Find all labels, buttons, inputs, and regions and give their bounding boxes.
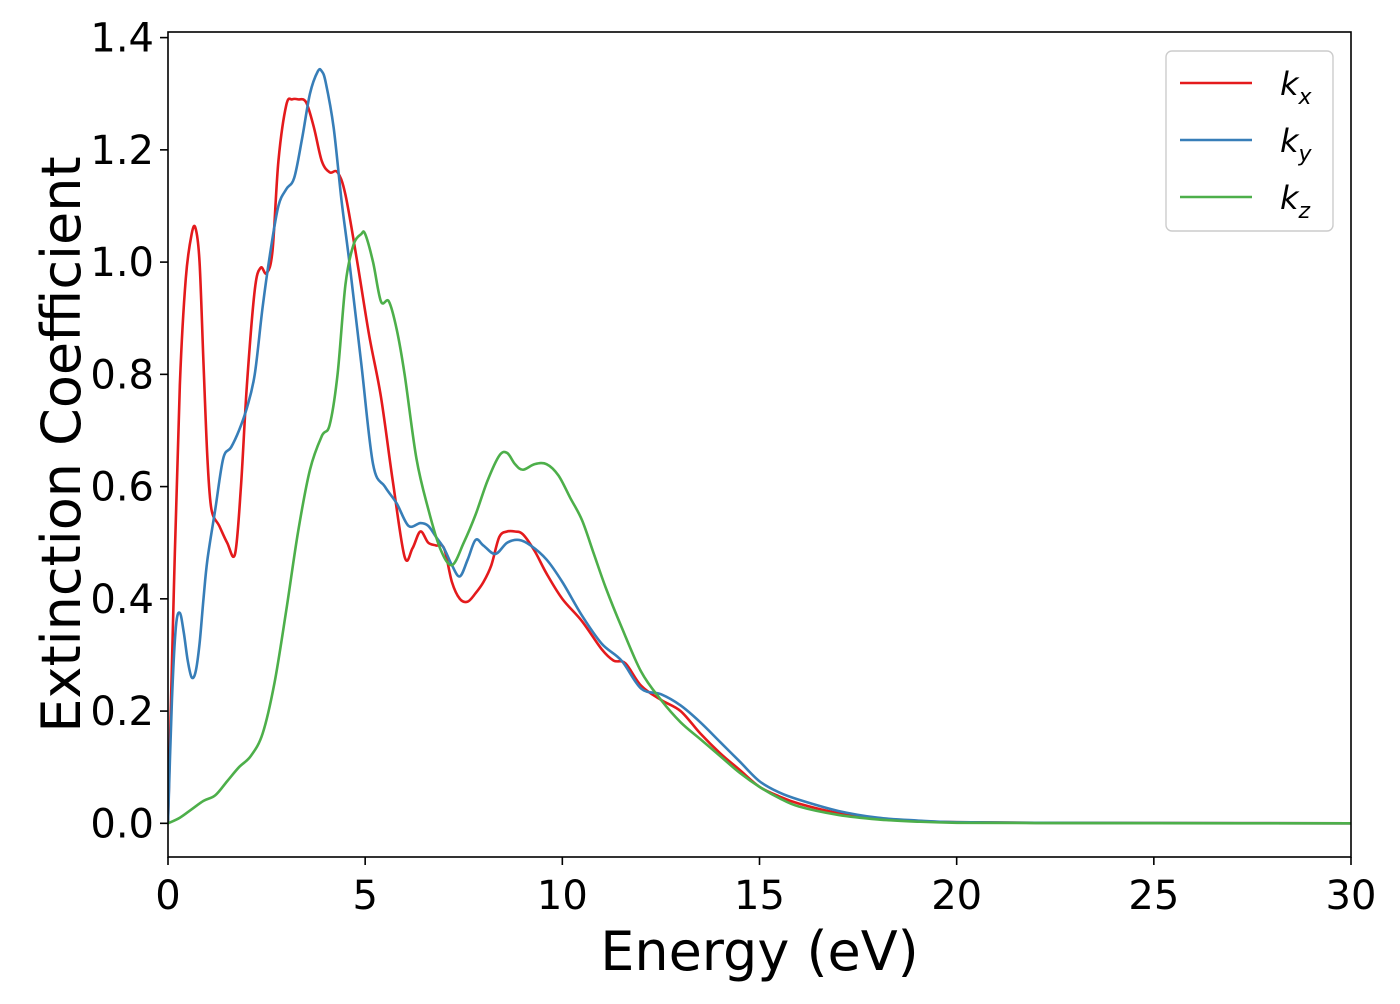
y-axis-label: Extinction Coefficient (30, 156, 93, 732)
x-tick-label: 30 (1326, 873, 1377, 919)
series-line-k-y (168, 67, 1351, 825)
y-tick-label: 0.2 (90, 689, 154, 735)
y-tick-label: 0.0 (90, 801, 154, 847)
x-tick-label: 0 (155, 873, 180, 919)
series-layer (168, 67, 1351, 825)
legend-label-k-y: ky (1280, 122, 1313, 167)
y-tick-label: 1.0 (90, 240, 154, 286)
x-axis-label: Energy (eV) (600, 920, 919, 983)
x-axis-ticks: 0 5 10 15 20 25 30 (155, 857, 1376, 919)
legend-label-k-z: kz (1280, 179, 1311, 224)
x-tick-label: 20 (931, 873, 982, 919)
y-tick-label: 0.6 (90, 465, 154, 511)
x-tick-label: 5 (352, 873, 377, 919)
legend-label-k-x: kx (1280, 65, 1313, 110)
x-tick-label: 15 (734, 873, 785, 919)
legend: kx ky kz (1165, 50, 1334, 232)
series-line-k-z (168, 230, 1351, 825)
y-tick-label: 0.8 (90, 352, 154, 398)
series-line-k-x (168, 97, 1351, 825)
x-tick-label: 25 (1128, 873, 1179, 919)
x-tick-label: 10 (537, 873, 588, 919)
y-tick-label: 0.4 (90, 577, 154, 623)
y-axis-ticks: 0.0 0.2 0.4 0.6 0.8 1.0 1.2 1.4 (90, 16, 168, 847)
y-tick-label: 1.4 (90, 16, 154, 62)
y-tick-label: 1.2 (90, 128, 154, 174)
